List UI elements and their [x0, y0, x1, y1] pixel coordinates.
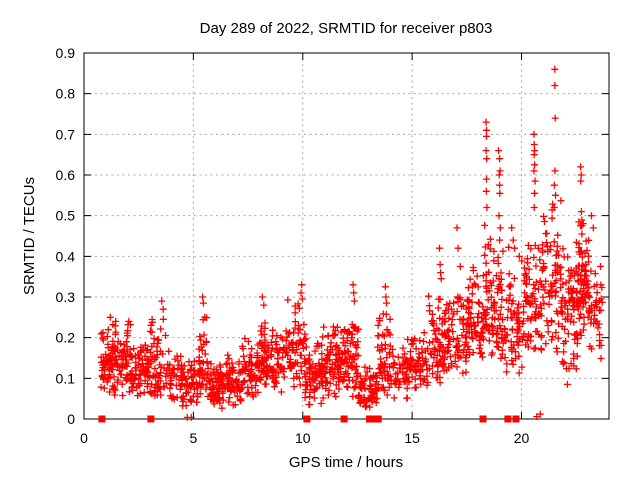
y-tick-label: 0.2 — [56, 330, 76, 346]
x-tick-label: 10 — [295, 430, 311, 446]
y-tick-label: 0.8 — [56, 86, 76, 102]
chart-title: Day 289 of 2022, SRMTID for receiver p80… — [200, 20, 493, 37]
x-tick-label: 5 — [189, 430, 197, 446]
grid-lines — [84, 53, 609, 419]
y-tick-label: 0.4 — [56, 248, 76, 264]
y-tick-label: 0.1 — [56, 370, 76, 386]
y-tick-label: 0.3 — [56, 289, 76, 305]
y-axis-label: SRMTID / TECUs — [21, 177, 38, 295]
tick-labels: 0 5 10 15 20 0 0.1 0.2 0.3 0.4 0.5 0.6 0.7 0.8 0.9 — [56, 45, 530, 446]
data-points — [97, 65, 606, 423]
y-tick-label: 0 — [67, 411, 75, 427]
x-axis-label: GPS time / hours — [289, 454, 403, 471]
y-tick-label: 0.7 — [56, 126, 76, 142]
y-tick-label: 0.9 — [56, 45, 76, 61]
y-tick-label: 0.6 — [56, 167, 76, 183]
y-tick-label: 0.5 — [56, 208, 76, 224]
zero-square-markers — [98, 415, 520, 423]
x-tick-label: 20 — [514, 430, 530, 446]
plus-markers — [97, 65, 606, 421]
x-tick-label: 15 — [404, 430, 420, 446]
x-tick-label: 0 — [80, 430, 88, 446]
